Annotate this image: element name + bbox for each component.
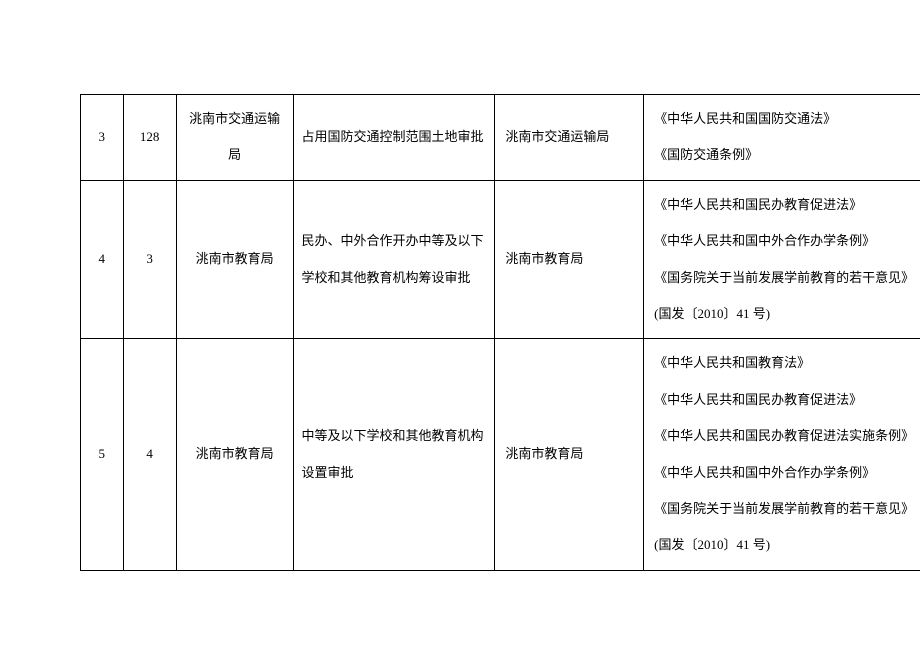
cell-code: 4 <box>123 339 176 570</box>
cell-item: 占用国防交通控制范围土地审批 <box>293 95 495 181</box>
basis-line: 《中华人民共和国民办教育促进法》 <box>654 187 912 223</box>
cell-dept: 洮南市教育局 <box>176 180 293 339</box>
cell-basis: 《中华人民共和国民办教育促进法》 《中华人民共和国中外合作办学条例》 《国务院关… <box>644 180 920 339</box>
approval-items-table: 3 128 洮南市交通运输局 占用国防交通控制范围土地审批 洮南市交通运输局 《… <box>80 94 920 571</box>
cell-impl: 洮南市教育局 <box>495 180 644 339</box>
cell-dept: 洮南市交通运输局 <box>176 95 293 181</box>
basis-line: 《中华人民共和国中外合作办学条例》 <box>654 223 912 259</box>
basis-line: 《国务院关于当前发展学前教育的若干意见》(国发〔2010〕41 号) <box>654 260 912 333</box>
cell-dept: 洮南市教育局 <box>176 339 293 570</box>
cell-item: 民办、中外合作开办中等及以下学校和其他教育机构筹设审批 <box>293 180 495 339</box>
cell-index: 3 <box>81 95 124 181</box>
basis-line: 《中华人民共和国民办教育促进法》 <box>654 382 912 418</box>
cell-item: 中等及以下学校和其他教育机构设置审批 <box>293 339 495 570</box>
basis-line: 《国务院关于当前发展学前教育的若干意见》(国发〔2010〕41 号) <box>654 491 912 564</box>
cell-code: 128 <box>123 95 176 181</box>
basis-line: 《中华人民共和国中外合作办学条例》 <box>654 455 912 491</box>
cell-index: 4 <box>81 180 124 339</box>
cell-basis: 《中华人民共和国教育法》 《中华人民共和国民办教育促进法》 《中华人民共和国民办… <box>644 339 920 570</box>
table-row: 4 3 洮南市教育局 民办、中外合作开办中等及以下学校和其他教育机构筹设审批 洮… <box>81 180 920 339</box>
basis-line: 《中华人民共和国教育法》 <box>654 345 912 381</box>
table-row: 3 128 洮南市交通运输局 占用国防交通控制范围土地审批 洮南市交通运输局 《… <box>81 95 920 181</box>
cell-code: 3 <box>123 180 176 339</box>
basis-line: 《国防交通条例》 <box>654 137 912 173</box>
cell-impl: 洮南市交通运输局 <box>495 95 644 181</box>
cell-index: 5 <box>81 339 124 570</box>
table-row: 5 4 洮南市教育局 中等及以下学校和其他教育机构设置审批 洮南市教育局 《中华… <box>81 339 920 570</box>
cell-impl: 洮南市教育局 <box>495 339 644 570</box>
basis-line: 《中华人民共和国国防交通法》 <box>654 101 912 137</box>
cell-basis: 《中华人民共和国国防交通法》 《国防交通条例》 <box>644 95 920 181</box>
basis-line: 《中华人民共和国民办教育促进法实施条例》 <box>654 418 912 454</box>
